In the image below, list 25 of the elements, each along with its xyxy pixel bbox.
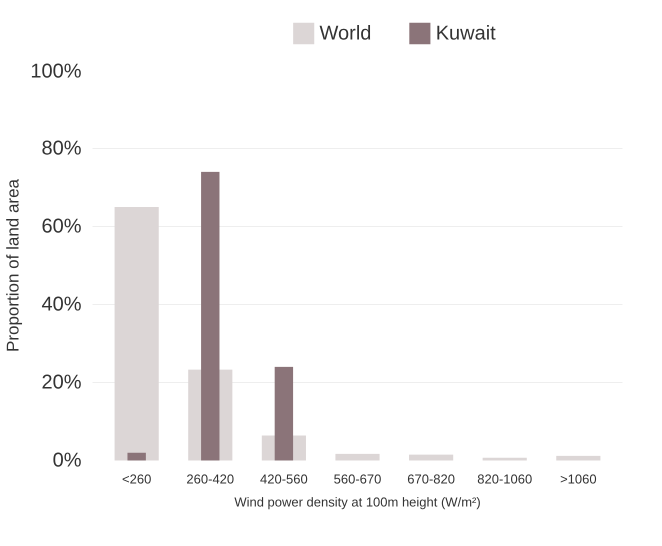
bar: [335, 454, 380, 460]
bar: [114, 207, 159, 460]
x-axis-title: Wind power density at 100m height (W/m²): [234, 494, 481, 510]
y-tick-label: 60%: [41, 216, 82, 238]
x-tick-label: 670-820: [407, 472, 455, 486]
bar: [127, 452, 146, 460]
x-tick-label: 820-1060: [477, 472, 532, 486]
legend-label: Kuwait: [436, 22, 496, 44]
y-tick-label: 0%: [52, 450, 82, 472]
bar: [409, 454, 454, 460]
legend-label: World: [320, 22, 372, 44]
bar: [274, 366, 294, 460]
x-tick-label: >1060: [560, 472, 597, 486]
bar: [201, 172, 220, 460]
y-axis-title: Proportion of land area: [3, 178, 22, 352]
y-tick-label: 40%: [41, 294, 82, 316]
x-tick-label: 420-560: [260, 472, 308, 486]
x-tick-label: 560-670: [334, 472, 382, 486]
y-tick-label: 80%: [41, 138, 82, 160]
bar: [482, 458, 527, 460]
y-tick-label: 20%: [41, 372, 82, 394]
x-tick-label: <260: [122, 472, 152, 486]
x-tick-label: 260-420: [186, 472, 234, 486]
bar: [556, 456, 600, 460]
y-tick-label: 100%: [30, 60, 82, 82]
